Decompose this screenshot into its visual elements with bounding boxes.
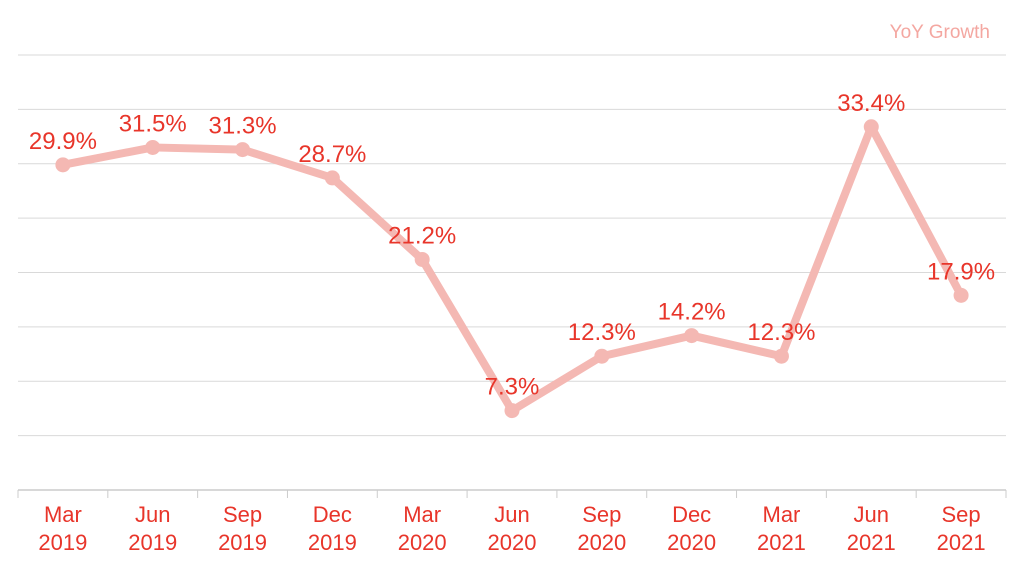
legend-entry-yoy-growth: YoY Growth xyxy=(890,22,990,43)
x-axis: Mar 2019 Jun 2019 Sep 2019 Dec 2019 Mar 2020 Jun 20… xyxy=(17,490,1007,555)
data-label: 14.2% xyxy=(658,299,726,326)
data-labels: 29.9% 31.5% 31.3% 28.7% 21.2% 7.3% 12.3% 14.2% 1… xyxy=(29,90,995,401)
x-tick-label: Jun 2021 xyxy=(847,502,896,555)
data-label: 28.7% xyxy=(298,141,366,168)
data-point xyxy=(504,403,520,419)
data-label: 33.4% xyxy=(837,90,905,117)
data-label: 7.3% xyxy=(485,374,540,401)
data-label: 29.9% xyxy=(29,128,97,155)
data-point xyxy=(594,348,610,364)
data-label: 12.3% xyxy=(568,319,636,346)
data-label: 31.5% xyxy=(119,110,187,137)
data-label: 21.2% xyxy=(388,222,456,249)
data-point xyxy=(235,142,251,158)
x-tick-label: Sep 2020 xyxy=(577,502,626,555)
x-tick-label: Dec 2019 xyxy=(308,502,357,555)
x-tick-label: Dec 2020 xyxy=(667,502,716,555)
x-tick-label: Sep 2021 xyxy=(937,502,986,555)
x-tick-label: Sep 2019 xyxy=(218,502,267,555)
data-point xyxy=(324,170,340,186)
data-point xyxy=(414,251,430,267)
data-point xyxy=(145,139,161,155)
data-point xyxy=(863,119,879,135)
data-point xyxy=(773,348,789,364)
series-yoy-growth xyxy=(55,119,969,419)
gridlines xyxy=(18,54,1006,491)
x-tick-label: Mar 2019 xyxy=(38,502,87,555)
data-label: 31.3% xyxy=(209,113,277,140)
x-tick-label: Mar 2020 xyxy=(398,502,447,555)
data-label: 17.9% xyxy=(927,258,995,285)
data-point xyxy=(55,157,71,173)
data-label: 12.3% xyxy=(747,319,815,346)
x-tick-label: Jun 2019 xyxy=(128,502,177,555)
x-tick-label: Mar 2021 xyxy=(757,502,806,555)
data-point xyxy=(684,328,700,344)
series-line-yoy-growth xyxy=(58,122,966,415)
data-point xyxy=(953,287,969,303)
x-tick-label: Jun 2020 xyxy=(488,502,537,555)
